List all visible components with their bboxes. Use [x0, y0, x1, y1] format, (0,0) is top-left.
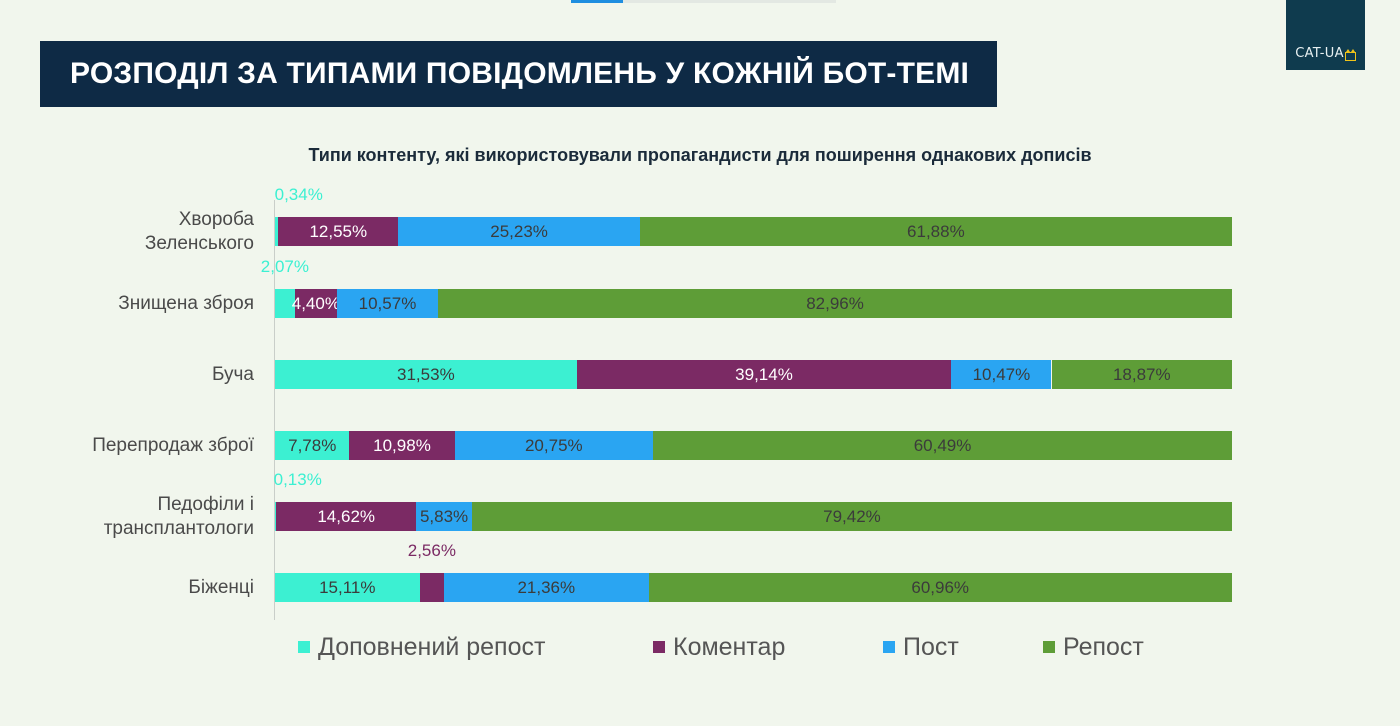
bar-segment: [416, 502, 472, 531]
category-label-line: Перепродаж зброї: [92, 434, 254, 456]
bar-segment: [398, 217, 640, 246]
category-label: Буча: [0, 363, 254, 387]
bar-segment: [349, 431, 455, 460]
bar-segment: [275, 360, 577, 389]
data-label: 4,40%: [291, 294, 340, 313]
cat-icon: [1344, 49, 1356, 61]
category-label-line: трансплантологи: [103, 517, 254, 539]
category-label-line: Знищена зброя: [118, 292, 254, 314]
category-label-line: Зеленського: [144, 232, 254, 254]
bar-segment: [419, 573, 445, 602]
bar-segment: [294, 289, 337, 318]
category-label: Знищена зброя: [0, 292, 254, 316]
logo-text: CAT-UA: [1295, 46, 1344, 61]
bar-row: 4,40% 10,57% 82,96%: [275, 289, 1232, 318]
chart-legend: Доповнений репост Коментар Пост Репост: [0, 632, 1400, 662]
data-label: 0,34%: [274, 185, 323, 204]
category-label: Перепродаж зброї: [0, 434, 254, 458]
legend-item: Репост: [1043, 632, 1144, 662]
bar-segment: [454, 431, 654, 460]
bar-segment: [1051, 360, 1233, 389]
bar-segment: [648, 573, 1232, 602]
bar-segment: [639, 217, 1232, 246]
data-label: 10,98%: [373, 436, 431, 455]
data-label: 15,11%: [319, 578, 376, 597]
data-label: 61,88%: [907, 222, 965, 241]
category-label-line: Хвороба: [178, 208, 254, 230]
bar-row: 12,55% 25,23% 61,88%: [275, 217, 1232, 246]
bar-segment: [444, 573, 649, 602]
legend-label: Коментар: [673, 632, 786, 661]
bar-segment: [438, 289, 1232, 318]
bar-segment: [275, 502, 277, 531]
data-label: 18,87%: [1112, 365, 1171, 384]
legend-label: Доповнений репост: [318, 632, 546, 661]
data-label: 10,57%: [358, 294, 417, 313]
data-label: 60,96%: [911, 578, 970, 597]
data-label: 14,62%: [317, 507, 376, 526]
bar-row: 14,62% 5,83% 79,42%: [275, 502, 1232, 531]
chart-title: Типи контенту, які використовували пропа…: [308, 145, 1092, 165]
data-label: 60,49%: [913, 436, 972, 455]
bar-segment: [653, 431, 1232, 460]
title-banner: РОЗПОДІЛ ЗА ТИПАМИ ПОВІДОМЛЕНЬ У КОЖНІЙ …: [40, 41, 997, 107]
top-tab-track: [571, 0, 836, 3]
legend-label: Пост: [903, 632, 959, 661]
data-label: 10,47%: [972, 365, 1031, 384]
bar-row: 31,53% 39,14% 10,47% 18,87%: [275, 360, 1233, 389]
category-axis-line: [274, 200, 275, 620]
data-label: 20,75%: [524, 436, 583, 455]
category-label: Педофіли і трансплантологи: [0, 493, 254, 541]
category-label: Хвороба Зеленського: [0, 208, 254, 256]
bar-row: 15,11% 21,36% 60,96%: [275, 573, 1232, 602]
legend-swatch: [298, 641, 310, 653]
cat-ua-logo: CAT-UA: [1286, 0, 1365, 70]
legend-item: Пост: [883, 632, 959, 662]
data-label: 79,42%: [823, 507, 881, 526]
bar-segment: [275, 431, 350, 460]
data-label: 5,83%: [419, 507, 469, 526]
bar-segment: [471, 502, 1232, 531]
data-label: 31,53%: [397, 365, 455, 384]
bar-segment: [576, 360, 952, 389]
data-label: 21,36%: [517, 578, 576, 597]
data-label: 0,13%: [273, 470, 322, 489]
bar-segment: [951, 360, 1052, 389]
bar-segment: [275, 289, 295, 318]
category-label: Біженці: [0, 576, 254, 600]
legend-label: Репост: [1063, 632, 1144, 661]
legend-swatch: [883, 641, 895, 653]
bar-segment: [336, 289, 439, 318]
bar-row: 7,78% 10,98% 20,75% 60,49%: [275, 431, 1232, 460]
page-title: РОЗПОДІЛ ЗА ТИПАМИ ПОВІДОМЛЕНЬ У КОЖНІЙ …: [70, 57, 970, 90]
legend-swatch: [653, 641, 665, 653]
data-label: 82,96%: [806, 294, 864, 313]
bar-segment: [276, 502, 417, 531]
bar-segment: [275, 573, 420, 602]
category-label-line: Буча: [211, 363, 254, 385]
category-label-line: Педофіли і: [157, 493, 254, 515]
top-tab-indicator: [571, 0, 623, 3]
legend-swatch: [1043, 641, 1055, 653]
category-label-line: Біженці: [188, 576, 254, 598]
data-label: 7,78%: [288, 436, 337, 455]
legend-item: Коментар: [653, 632, 785, 662]
data-label: 2,07%: [260, 257, 309, 276]
data-label: 12,55%: [309, 222, 368, 241]
data-label: 39,14%: [735, 365, 793, 384]
legend-item: Доповнений репост: [298, 632, 545, 662]
bar-segment: [278, 217, 399, 246]
data-label: 2,56%: [407, 541, 456, 560]
data-label: 25,23%: [490, 222, 548, 241]
bar-segment: [275, 217, 279, 246]
